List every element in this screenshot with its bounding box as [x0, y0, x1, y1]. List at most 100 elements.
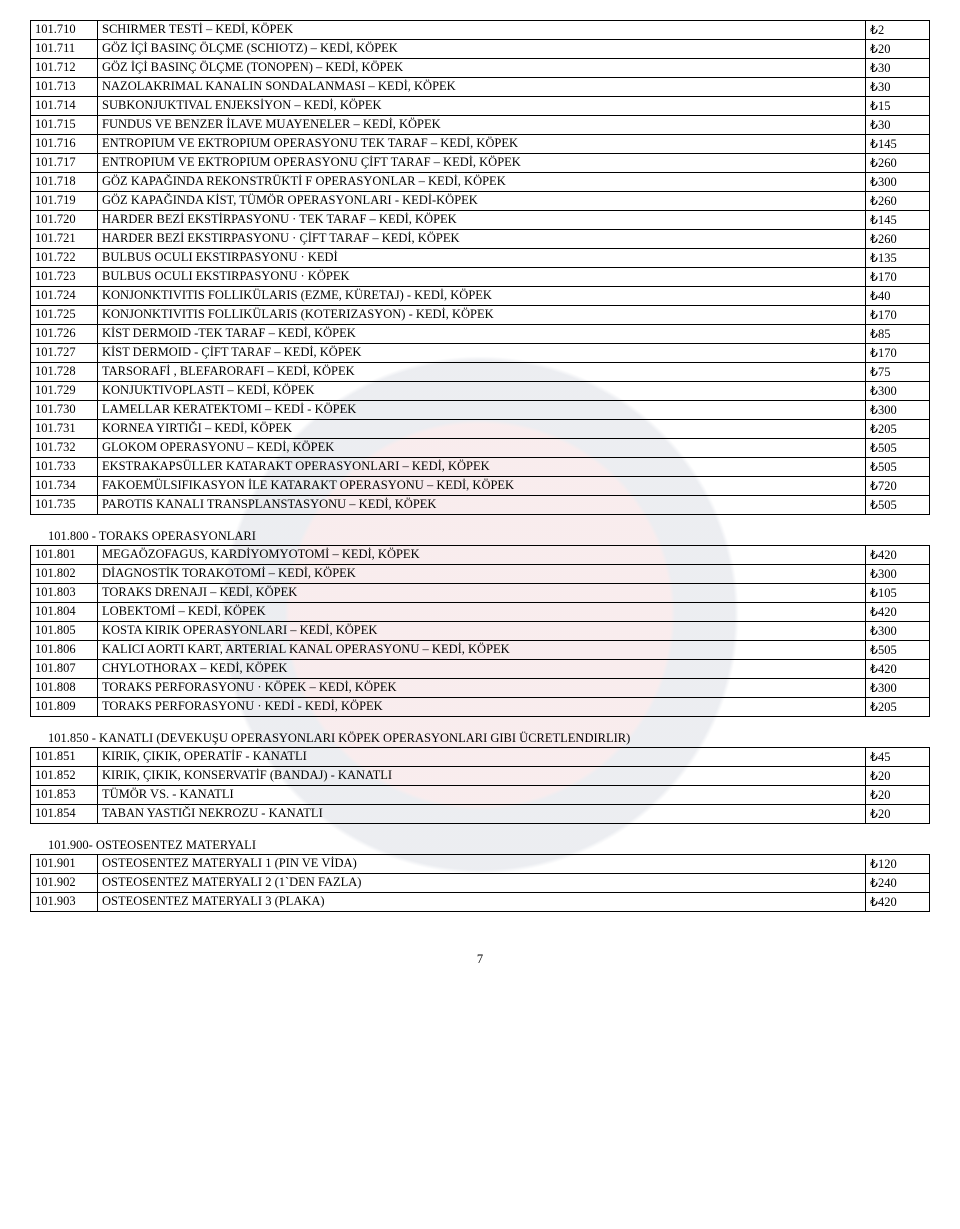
code-cell: 101.809: [31, 698, 98, 717]
price-cell: ₺30: [866, 78, 930, 97]
code-cell: 101.714: [31, 97, 98, 116]
price-cell: ₺505: [866, 496, 930, 515]
desc-cell: KIRIK, ÇIKIK, OPERATİF - KANATLI: [98, 748, 866, 767]
table-row: 101.851KIRIK, ÇIKIK, OPERATİF - KANATLI₺…: [31, 748, 930, 767]
price-table: 101.851KIRIK, ÇIKIK, OPERATİF - KANATLI₺…: [30, 747, 930, 824]
table-row: 101.853TÜMÖR VS. - KANATLI₺20: [31, 786, 930, 805]
table-row: 101.854TABAN YASTIĞI NEKROZU - KANATLI₺2…: [31, 805, 930, 824]
desc-cell: TABAN YASTIĞI NEKROZU - KANATLI: [98, 805, 866, 824]
table-row: 101.802DİAGNOSTİK TORAKOTOMİ – KEDİ, KÖP…: [31, 565, 930, 584]
price-cell: ₺120: [866, 855, 930, 874]
code-cell: 101.854: [31, 805, 98, 824]
table-row: 101.711GÖZ İÇİ BASINÇ ÖLÇME (SCHIOTZ) – …: [31, 40, 930, 59]
desc-cell: KONJONKTIVITIS FOLLIKÜLARIS (KOTERIZASYO…: [98, 306, 866, 325]
code-cell: 101.805: [31, 622, 98, 641]
code-cell: 101.734: [31, 477, 98, 496]
table-row: 101.727KİST DERMOID - ÇİFT TARAF – KEDİ,…: [31, 344, 930, 363]
desc-cell: LOBEKTOMİ – KEDİ, KÖPEK: [98, 603, 866, 622]
code-cell: 101.710: [31, 21, 98, 40]
desc-cell: KORNEA YIRTIĞI – KEDİ, KÖPEK: [98, 420, 866, 439]
code-cell: 101.851: [31, 748, 98, 767]
section-title: 101.850 - KANATLI (DEVEKUŞU OPERASYONLAR…: [48, 731, 930, 746]
desc-cell: SCHIRMER TESTİ – KEDİ, KÖPEK: [98, 21, 866, 40]
price-cell: ₺420: [866, 660, 930, 679]
table-row: 101.731KORNEA YIRTIĞI – KEDİ, KÖPEK₺205: [31, 420, 930, 439]
desc-cell: HARDER BEZİ EKSTIRPASYONU · ÇİFT TARAF –…: [98, 230, 866, 249]
price-table: 101.801MEGAÖZOFAGUS, KARDİYOMYOTOMİ – KE…: [30, 545, 930, 717]
table-row: 101.809TORAKS PERFORASYONU · KEDİ - KEDİ…: [31, 698, 930, 717]
table-row: 101.901OSTEOSENTEZ MATERYALI 1 (PIN VE V…: [31, 855, 930, 874]
desc-cell: EKSTRAKAPSÜLLER KATARAKT OPERASYONLARI –…: [98, 458, 866, 477]
code-cell: 101.727: [31, 344, 98, 363]
table-row: 101.725KONJONKTIVITIS FOLLIKÜLARIS (KOTE…: [31, 306, 930, 325]
desc-cell: GLOKOM OPERASYONU – KEDİ, KÖPEK: [98, 439, 866, 458]
desc-cell: PAROTIS KANALI TRANSPLANSTASYONU – KEDİ,…: [98, 496, 866, 515]
table-row: 101.852KIRIK, ÇIKIK, KONSERVATİF (BANDAJ…: [31, 767, 930, 786]
price-cell: ₺170: [866, 344, 930, 363]
desc-cell: KALICI AORTI KART, ARTERIAL KANAL OPERAS…: [98, 641, 866, 660]
code-cell: 101.722: [31, 249, 98, 268]
table-row: 101.730LAMELLAR KERATEKTOMI – KEDİ - KÖP…: [31, 401, 930, 420]
price-cell: ₺30: [866, 116, 930, 135]
desc-cell: TÜMÖR VS. - KANATLI: [98, 786, 866, 805]
desc-cell: KONJONKTIVITIS FOLLIKÜLARIS (EZME, KÜRET…: [98, 287, 866, 306]
table-row: 101.717ENTROPIUM VE EKTROPIUM OPERASYONU…: [31, 154, 930, 173]
table-row: 101.903OSTEOSENTEZ MATERYALI 3 (PLAKA)₺4…: [31, 893, 930, 912]
table-row: 101.720HARDER BEZİ EKSTİRPASYONU · TEK T…: [31, 211, 930, 230]
code-cell: 101.731: [31, 420, 98, 439]
code-cell: 101.712: [31, 59, 98, 78]
table-row: 101.719GÖZ KAPAĞINDA KİST, TÜMÖR OPERASY…: [31, 192, 930, 211]
desc-cell: ENTROPIUM VE EKTROPIUM OPERASYONU TEK TA…: [98, 135, 866, 154]
code-cell: 101.806: [31, 641, 98, 660]
table-row: 101.801MEGAÖZOFAGUS, KARDİYOMYOTOMİ – KE…: [31, 546, 930, 565]
price-cell: ₺20: [866, 767, 930, 786]
desc-cell: KİST DERMOID -TEK TARAF – KEDİ, KÖPEK: [98, 325, 866, 344]
desc-cell: HARDER BEZİ EKSTİRPASYONU · TEK TARAF – …: [98, 211, 866, 230]
table-row: 101.734FAKOEMÜLSIFIKASYON İLE KATARAKT O…: [31, 477, 930, 496]
table-row: 101.735PAROTIS KANALI TRANSPLANSTASYONU …: [31, 496, 930, 515]
code-cell: 101.902: [31, 874, 98, 893]
price-cell: ₺720: [866, 477, 930, 496]
code-cell: 101.901: [31, 855, 98, 874]
price-cell: ₺205: [866, 698, 930, 717]
code-cell: 101.733: [31, 458, 98, 477]
table-row: 101.724KONJONKTIVITIS FOLLIKÜLARIS (EZME…: [31, 287, 930, 306]
price-cell: ₺2: [866, 21, 930, 40]
code-cell: 101.724: [31, 287, 98, 306]
code-cell: 101.903: [31, 893, 98, 912]
code-cell: 101.803: [31, 584, 98, 603]
desc-cell: CHYLOTHORAX – KEDİ, KÖPEK: [98, 660, 866, 679]
table-row: 101.807CHYLOTHORAX – KEDİ, KÖPEK₺420: [31, 660, 930, 679]
price-cell: ₺75: [866, 363, 930, 382]
desc-cell: GÖZ KAPAĞINDA KİST, TÜMÖR OPERASYONLARI …: [98, 192, 866, 211]
desc-cell: OSTEOSENTEZ MATERYALI 1 (PIN VE VİDA): [98, 855, 866, 874]
desc-cell: TORAKS DRENAJI – KEDİ, KÖPEK: [98, 584, 866, 603]
price-cell: ₺15: [866, 97, 930, 116]
price-table: 101.710SCHIRMER TESTİ – KEDİ, KÖPEK₺2101…: [30, 20, 930, 515]
price-cell: ₺145: [866, 135, 930, 154]
price-cell: ₺20: [866, 40, 930, 59]
table-row: 101.808TORAKS PERFORASYONU · KÖPEK – KED…: [31, 679, 930, 698]
desc-cell: ENTROPIUM VE EKTROPIUM OPERASYONU ÇİFT T…: [98, 154, 866, 173]
code-cell: 101.729: [31, 382, 98, 401]
code-cell: 101.716: [31, 135, 98, 154]
table-row: 101.806KALICI AORTI KART, ARTERIAL KANAL…: [31, 641, 930, 660]
code-cell: 101.801: [31, 546, 98, 565]
code-cell: 101.723: [31, 268, 98, 287]
price-cell: ₺145: [866, 211, 930, 230]
desc-cell: KİST DERMOID - ÇİFT TARAF – KEDİ, KÖPEK: [98, 344, 866, 363]
table-row: 101.718GÖZ KAPAĞINDA REKONSTRÜKTİ F OPER…: [31, 173, 930, 192]
desc-cell: LAMELLAR KERATEKTOMI – KEDİ - KÖPEK: [98, 401, 866, 420]
price-cell: ₺40: [866, 287, 930, 306]
price-cell: ₺260: [866, 192, 930, 211]
desc-cell: GÖZ İÇİ BASINÇ ÖLÇME (SCHIOTZ) – KEDİ, K…: [98, 40, 866, 59]
table-row: 101.716ENTROPIUM VE EKTROPIUM OPERASYONU…: [31, 135, 930, 154]
price-cell: ₺240: [866, 874, 930, 893]
table-row: 101.732GLOKOM OPERASYONU – KEDİ, KÖPEK₺5…: [31, 439, 930, 458]
price-cell: ₺170: [866, 268, 930, 287]
page-number: 7: [30, 952, 930, 967]
price-cell: ₺260: [866, 230, 930, 249]
desc-cell: BULBUS OCULI EKSTIRPASYONU · KEDİ: [98, 249, 866, 268]
code-cell: 101.717: [31, 154, 98, 173]
price-cell: ₺135: [866, 249, 930, 268]
